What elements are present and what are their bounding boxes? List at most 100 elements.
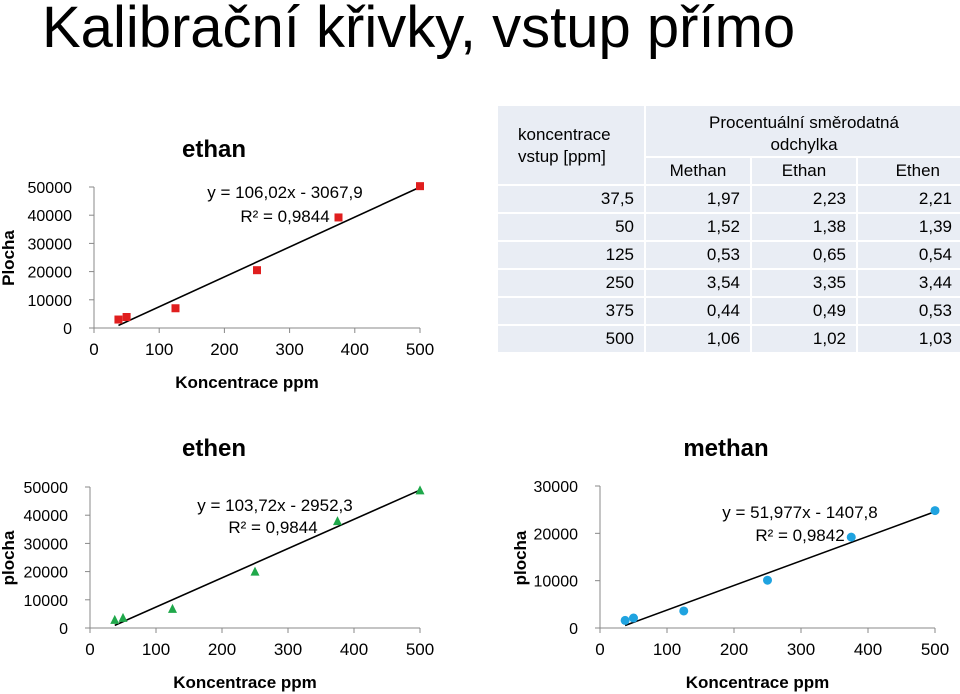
table-cell: 2,21 xyxy=(858,186,960,212)
y-tick-label: 50000 xyxy=(24,480,69,497)
x-tick-label: 100 xyxy=(145,340,173,359)
trendline-equation: y = 106,02x - 3067,9 xyxy=(207,183,362,202)
table-header-deviation: Procentuální směrodatná odchylka xyxy=(646,106,960,156)
table-cell: 1,39 xyxy=(858,214,960,240)
y-tick-label: 10000 xyxy=(24,593,69,610)
y-tick-label: 20000 xyxy=(24,565,69,582)
trendline xyxy=(624,510,936,627)
data-point xyxy=(253,266,261,275)
trendline xyxy=(114,489,421,627)
data-point xyxy=(122,313,131,322)
y-tick-label: 40000 xyxy=(28,208,73,225)
table-cell: 2,23 xyxy=(752,186,856,212)
table-cell: 0,49 xyxy=(752,298,856,324)
y-tick-label: 20000 xyxy=(28,265,73,282)
data-point xyxy=(250,566,260,576)
data-point xyxy=(171,304,180,313)
table-cell: 37,5 xyxy=(498,186,644,212)
x-tick-label: 500 xyxy=(406,640,434,659)
table-cell: 0,44 xyxy=(646,298,750,324)
x-tick-label: 400 xyxy=(854,640,882,659)
y-tick-label: 50000 xyxy=(28,180,73,197)
table-cell: 3,35 xyxy=(752,270,856,296)
chart-title: ethan xyxy=(182,136,246,163)
x-tick-label: 500 xyxy=(406,340,434,359)
x-tick-label: 0 xyxy=(89,340,98,359)
table-cell: 125 xyxy=(498,242,644,268)
y-tick-label: 0 xyxy=(569,621,578,638)
x-tick-label: 400 xyxy=(340,640,368,659)
chart-title: methan xyxy=(683,435,768,462)
table-cell: 1,38 xyxy=(752,214,856,240)
x-axis-title: Koncentrace ppm xyxy=(173,673,317,692)
x-tick-label: 0 xyxy=(85,640,94,659)
trendline-r-squared: R² = 0,9844 xyxy=(240,207,329,226)
x-axis-title: Koncentrace ppm xyxy=(686,673,830,692)
x-tick-label: 200 xyxy=(720,640,748,659)
y-tick-label: 0 xyxy=(63,321,72,338)
x-tick-label: 300 xyxy=(275,340,303,359)
y-tick-label: 20000 xyxy=(534,526,579,543)
table-cell: 1,97 xyxy=(646,186,750,212)
table-cell: 1,06 xyxy=(646,326,750,352)
x-tick-label: 100 xyxy=(653,640,681,659)
table-row: 250 3,54 3,35 3,44 xyxy=(498,270,960,296)
data-point xyxy=(846,532,856,542)
data-point xyxy=(416,182,424,191)
data-point xyxy=(118,612,128,622)
y-axis-title: Plocha xyxy=(0,230,18,286)
deviation-table-panel: koncentrace vstup [ppm] Procentuální smě… xyxy=(496,104,960,360)
table-cell: 250 xyxy=(498,270,644,296)
table-cell: 0,54 xyxy=(858,242,960,268)
y-tick-label: 0 xyxy=(59,621,68,638)
y-tick-label: 10000 xyxy=(534,574,579,591)
data-point xyxy=(114,315,123,324)
slide-title: Kalibrační křivky, vstup přímo xyxy=(42,0,796,60)
y-tick-label: 30000 xyxy=(24,536,69,553)
y-tick-label: 30000 xyxy=(534,479,579,496)
table-cell: 3,54 xyxy=(646,270,750,296)
table-cell: 375 xyxy=(498,298,644,324)
y-axis-title: plocha xyxy=(0,530,18,585)
y-tick-label: 40000 xyxy=(24,508,69,525)
y-axis-title: plocha xyxy=(511,530,530,585)
trendline-r-squared: R² = 0,9844 xyxy=(228,518,317,537)
x-tick-label: 0 xyxy=(595,640,604,659)
x-tick-label: 100 xyxy=(142,640,170,659)
trendline xyxy=(118,186,421,327)
x-tick-label: 300 xyxy=(787,640,815,659)
table-header-concentration-line2: vstup [ppm] xyxy=(518,147,606,166)
table-row: 50 1,52 1,38 1,39 xyxy=(498,214,960,240)
deviation-table: koncentrace vstup [ppm] Procentuální smě… xyxy=(496,104,960,354)
x-tick-label: 200 xyxy=(210,340,238,359)
chart-title: ethen xyxy=(182,435,246,462)
x-tick-label: 400 xyxy=(341,340,369,359)
table-header-deviation-line1: Procentuální směrodatná xyxy=(709,113,899,132)
table-column-methan: Methan xyxy=(646,158,750,184)
data-point xyxy=(629,613,638,623)
table-cell: 50 xyxy=(498,214,644,240)
table-cell: 500 xyxy=(498,326,644,352)
table-row: 37,5 1,97 2,23 2,21 xyxy=(498,186,960,212)
table-column-ethen: Ethen xyxy=(858,158,960,184)
data-point xyxy=(930,506,940,516)
table-cell: 0,53 xyxy=(646,242,750,268)
y-tick-label: 30000 xyxy=(28,236,73,253)
x-axis-title: Koncentrace ppm xyxy=(175,373,319,392)
table-cell: 1,03 xyxy=(858,326,960,352)
table-row: 375 0,44 0,49 0,53 xyxy=(498,298,960,324)
data-point xyxy=(763,575,772,585)
data-point xyxy=(334,213,343,222)
y-tick-label: 10000 xyxy=(28,293,73,310)
trendline-r-squared: R² = 0,9842 xyxy=(755,526,844,545)
trendline-equation: y = 51,977x - 1407,8 xyxy=(722,503,877,522)
table-row: 125 0,53 0,65 0,54 xyxy=(498,242,960,268)
data-point xyxy=(415,485,425,495)
table-cell: 1,52 xyxy=(646,214,750,240)
table-column-ethan: Ethan xyxy=(752,158,856,184)
trendline-equation: y = 103,72x - 2952,3 xyxy=(197,496,352,515)
data-point xyxy=(679,606,689,616)
